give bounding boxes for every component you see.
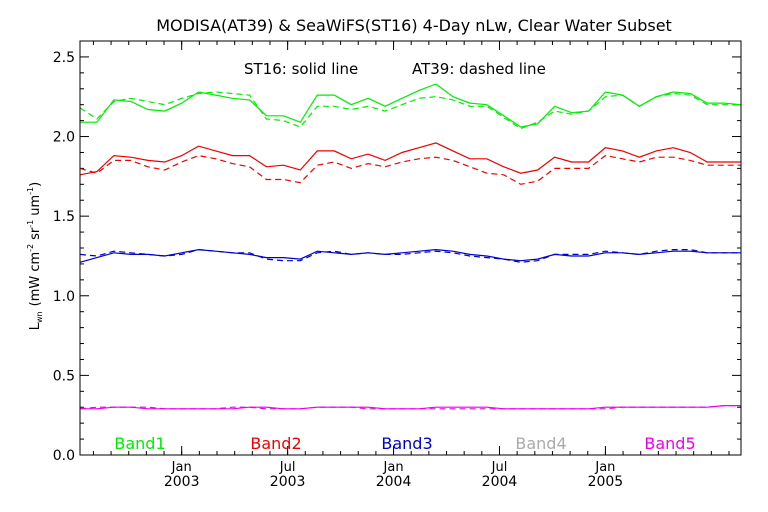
- y-label-exp1: -2: [26, 244, 35, 252]
- x-tick-month: Jan: [383, 460, 404, 475]
- y-label-sub: wn: [35, 311, 44, 323]
- y-label-exp3: -1: [26, 187, 35, 195]
- legend: Band1 Band2 Band3 Band4 Band5: [114, 434, 695, 453]
- y-label-um: um: [28, 195, 43, 216]
- y-label-sr: sr: [28, 227, 43, 240]
- legend-band1: Band1: [114, 434, 165, 453]
- x-tick-year: 2004: [376, 474, 412, 490]
- y-tick-label: 2.0: [53, 130, 75, 146]
- x-tick-month: Jan: [594, 460, 615, 475]
- y-label-exp2: -1: [26, 220, 35, 228]
- y-axis-label: Lwn(mW cm-2sr-1um-1): [26, 182, 44, 330]
- y-tick-label: 0.5: [53, 368, 75, 384]
- series-band1-dashed: [79, 91, 741, 130]
- y-label-close: ): [28, 182, 43, 187]
- legend-band5: Band5: [644, 434, 695, 453]
- y-label-main: L: [28, 322, 43, 330]
- series-band3-dashed: [79, 248, 741, 263]
- series-band2-solid: [79, 142, 741, 176]
- y-label-units: (mW cm: [28, 252, 43, 307]
- svg-text:Lwn(mW cm-2sr-1um-1): Lwn(mW cm-2sr-1um-1): [26, 182, 44, 330]
- x-tick-year: 2004: [482, 474, 518, 490]
- y-tick-label: 2.5: [53, 50, 75, 66]
- annotation-dashed: AT39: dashed line: [412, 60, 546, 78]
- x-tick-month: Jul: [491, 460, 508, 475]
- legend-band4: Band4: [515, 434, 566, 453]
- x-tick-month: Jul: [279, 460, 296, 475]
- x-tick-year: 2003: [270, 474, 306, 490]
- x-tick-year: 2003: [164, 474, 200, 490]
- y-tick-label: 1.0: [53, 289, 75, 305]
- annotation-solid: ST16: solid line: [244, 60, 358, 78]
- axis-ticks: 0.00.51.01.52.02.5Jan2003Jul2003Jan2004J…: [53, 41, 741, 490]
- plot-frame: [79, 40, 742, 456]
- series-band5-dashed: [79, 405, 741, 410]
- series-band3-solid: [79, 248, 741, 263]
- series-band2-dashed: [79, 154, 741, 185]
- y-tick-label: 0.0: [53, 448, 75, 464]
- chart-title: MODISA(AT39) & SeaWiFS(ST16) 4-Day nLw, …: [156, 16, 672, 35]
- x-tick-month: Jan: [171, 460, 192, 475]
- legend-band3: Band3: [381, 434, 432, 453]
- y-tick-label: 1.5: [53, 209, 75, 225]
- x-tick-year: 2005: [588, 474, 624, 490]
- series-lines: [79, 83, 742, 410]
- legend-band2: Band2: [250, 434, 301, 453]
